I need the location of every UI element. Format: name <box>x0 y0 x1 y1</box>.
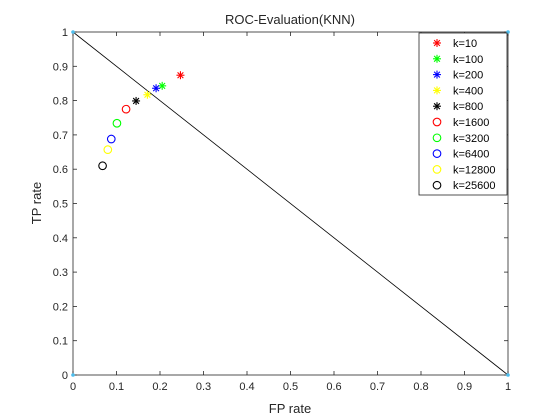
x-axis-label: FP rate <box>269 401 311 416</box>
y-axis-label: TP rate <box>29 182 44 224</box>
legend-entry: k=100 <box>453 54 483 66</box>
data-point <box>112 118 122 128</box>
legend-entry: k=800 <box>453 101 483 113</box>
y-tick-label: 0.9 <box>53 61 68 73</box>
corner-point <box>71 30 75 34</box>
data-point <box>121 104 131 114</box>
data-point <box>98 161 107 171</box>
data-point <box>103 145 113 154</box>
corner-point <box>506 373 510 377</box>
legend-marker <box>433 39 441 47</box>
y-tick-label: 0.8 <box>53 96 68 108</box>
data-point <box>106 134 116 144</box>
x-tick-label: 0.7 <box>370 381 385 393</box>
legend-entry: k=10 <box>453 38 477 50</box>
legend-marker <box>433 54 441 63</box>
legend-entry: k=3200 <box>453 133 489 145</box>
y-tick-label: 0.5 <box>53 199 68 211</box>
data-point <box>132 96 141 105</box>
data-point <box>152 84 161 93</box>
legend-marker <box>433 102 441 111</box>
legend-marker <box>432 149 442 158</box>
x-tick-label: 1 <box>505 381 511 393</box>
y-tick-label: 0.7 <box>53 130 68 142</box>
legend-marker <box>432 117 442 127</box>
legend-entry: k=12800 <box>453 164 496 176</box>
data-point <box>176 71 185 80</box>
y-tick-label: 0.2 <box>53 301 68 313</box>
legend-marker <box>433 86 441 95</box>
y-tick-label: 1 <box>62 27 68 39</box>
x-tick-label: 0 <box>70 381 76 393</box>
legend-marker <box>433 70 441 79</box>
legend-entry: k=1600 <box>453 117 489 129</box>
y-tick-label: 0.1 <box>53 336 68 348</box>
y-tick-label: 0.4 <box>53 233 68 245</box>
y-tick-label: 0 <box>62 370 68 382</box>
y-tick-label: 0.6 <box>53 164 68 176</box>
x-tick-label: 0.1 <box>109 381 124 393</box>
legend-entry: k=6400 <box>453 149 489 161</box>
data-point <box>158 81 167 90</box>
legend-entry: k=400 <box>453 85 483 97</box>
legend-marker <box>432 180 442 190</box>
legend: k=10 k=100 k=200 k=400 k=800 k=1600 k=3200 k=64… <box>418 32 508 196</box>
x-tick-label: 0.5 <box>283 381 298 393</box>
legend-entry: k=25600 <box>453 180 496 192</box>
chart-title: ROC-Evaluation(KNN) <box>225 12 355 27</box>
data-point <box>143 90 152 99</box>
legend-marker <box>432 133 442 143</box>
x-tick-label: 0.3 <box>196 381 211 393</box>
legend-marker <box>432 165 442 174</box>
x-tick-label: 0.2 <box>152 381 167 393</box>
plot-area <box>71 30 510 377</box>
x-tick-label: 0.6 <box>326 381 341 393</box>
reference-diagonal-line <box>72 31 509 376</box>
x-tick-label: 0.4 <box>239 381 254 393</box>
legend-entry: k=200 <box>453 70 483 82</box>
x-tick-label: 0.8 <box>413 381 428 393</box>
x-tick-label: 0.9 <box>457 381 472 393</box>
y-tick-label: 0.3 <box>53 267 68 279</box>
corner-point <box>71 373 75 377</box>
